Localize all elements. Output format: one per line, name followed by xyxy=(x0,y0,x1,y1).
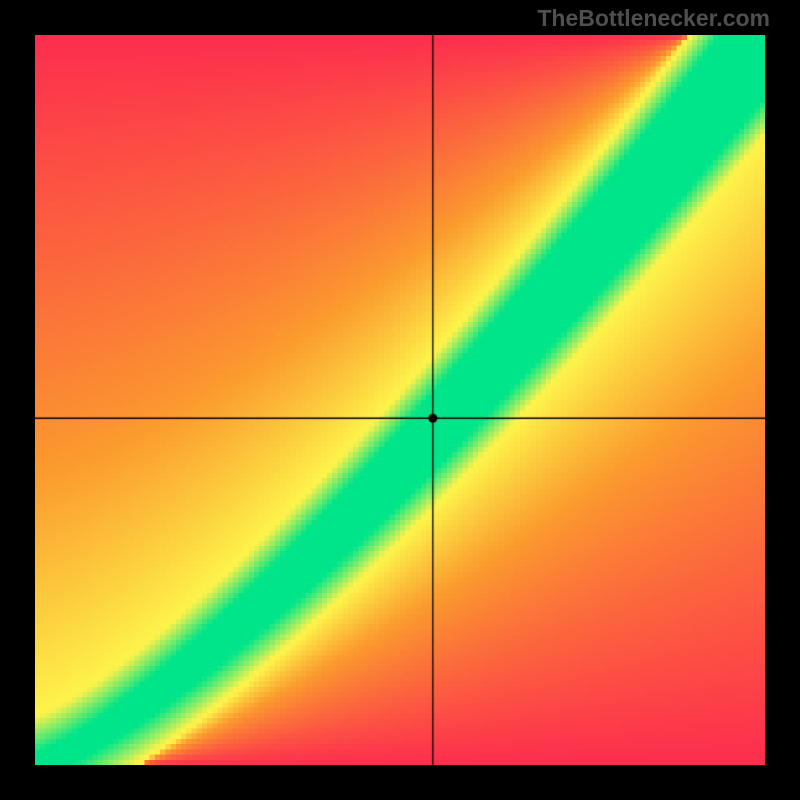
crosshair-overlay xyxy=(35,35,765,765)
chart-container: TheBottlenecker.com xyxy=(0,0,800,800)
watermark-text: TheBottlenecker.com xyxy=(537,5,770,32)
